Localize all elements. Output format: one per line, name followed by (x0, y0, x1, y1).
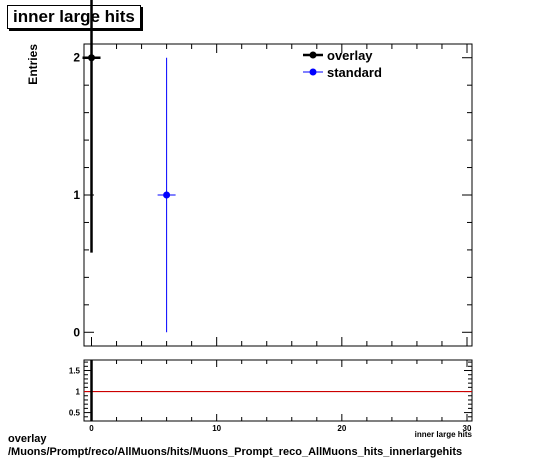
ratio-x-tick-label: 10 (212, 424, 221, 433)
footer: overlay /Muons/Prompt/reco/AllMuons/hits… (8, 433, 462, 459)
x-axis-label: inner large hits (415, 430, 473, 439)
ratio-y-tick-label: 1.5 (69, 367, 81, 376)
y-tick-label: 2 (73, 51, 80, 65)
y-axis-label: Entries (26, 44, 40, 85)
footer-line-2: /Muons/Prompt/reco/AllMuons/hits/Muons_P… (8, 446, 463, 458)
y-tick-label: 1 (73, 188, 80, 202)
ratio-plot-frame (83, 359, 473, 422)
ratio-x-tick-label: 30 (463, 424, 472, 433)
chart-title: inner large hits (13, 7, 135, 26)
legend-label-standard: standard (327, 65, 382, 80)
legend-marker-standard (309, 68, 317, 76)
footer-line-1: overlay (8, 433, 47, 445)
chart-title-box: inner large hits (7, 5, 141, 29)
ratio-y-tick-label: 0.5 (69, 409, 81, 418)
data-point-overlay (88, 54, 96, 62)
ratio-x-tick-label: 0 (89, 424, 94, 433)
ratio-y-tick-label: 1 (76, 388, 81, 397)
legend-marker-overlay (309, 51, 317, 59)
y-tick-label: 0 (73, 325, 80, 339)
data-point-standard (163, 191, 171, 199)
legend-label-overlay: overlay (327, 48, 373, 63)
main-plot-frame (83, 43, 473, 347)
ratio-x-tick-label: 20 (337, 424, 346, 433)
